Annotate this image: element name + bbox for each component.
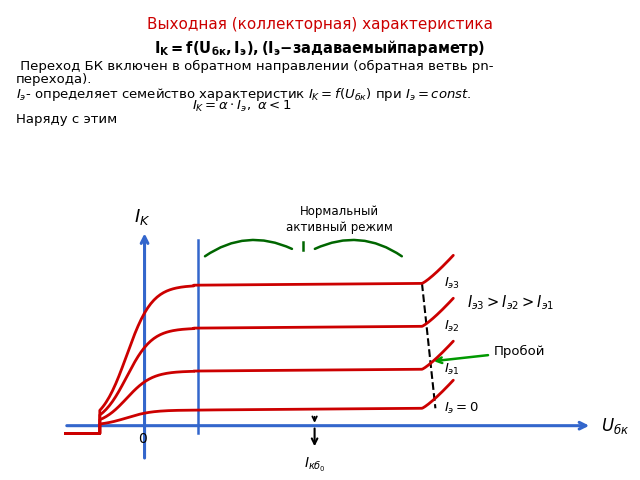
Text: $\mathit{I_{э3}>I_{э2}>I_{э1}}$: $\mathit{I_{э3}>I_{э2}>I_{э1}}$ [467,294,554,312]
Text: $\mathit{I_K = \alpha \cdot I_э,\ \alpha < 1}$: $\mathit{I_K = \alpha \cdot I_э,\ \alpha… [192,99,291,114]
Text: $\mathit{I_э = 0}$: $\mathit{I_э = 0}$ [444,401,479,416]
Text: $\mathit{I_{кб_0}}$: $\mathit{I_{кб_0}}$ [303,456,326,474]
Text: $\mathit{U_{бк}}$: $\mathit{U_{бк}}$ [601,416,629,436]
Text: Выходная (коллекторная) характеристика: Выходная (коллекторная) характеристика [147,17,493,32]
Text: $\mathit{\mathbf{I_K}}$$\mathbf{ = }$$\mathit{\mathbf{f(U_{бк},I_э), (I_э}}$$\ma: $\mathit{\mathbf{I_K}}$$\mathbf{ = }$$\m… [154,38,486,59]
Text: $\mathit{I_{э3}}$: $\mathit{I_{э3}}$ [444,276,461,291]
Text: 0: 0 [138,432,147,446]
Text: Переход БК включен в обратном направлении (обратная ветвь pn-: Переход БК включен в обратном направлени… [16,60,493,73]
Text: Пробой: Пробой [436,345,545,363]
Text: $\mathit{I_K}$: $\mathit{I_K}$ [134,207,150,227]
Text: $\mathit{I_{э2}}$: $\mathit{I_{э2}}$ [444,319,460,334]
Text: перехода).: перехода). [16,73,92,86]
Text: Нормальный
активный режим: Нормальный активный режим [286,205,392,234]
Text: $\mathit{I_э}$- определяет семейство характеристик $\mathit{I_K = f(U_{бк})}$ пр: $\mathit{I_э}$- определяет семейство хар… [16,86,472,103]
Text: $\mathit{I_{э1}}$: $\mathit{I_{э1}}$ [444,362,460,377]
Text: Наряду с этим: Наряду с этим [16,113,117,126]
